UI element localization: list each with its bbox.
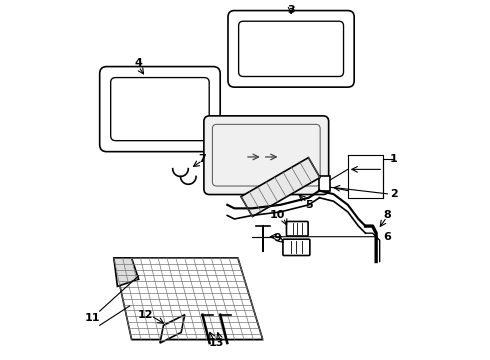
Text: 12: 12 [138, 310, 153, 320]
FancyBboxPatch shape [204, 116, 329, 194]
Polygon shape [160, 315, 185, 343]
Text: 5: 5 [305, 200, 313, 210]
Text: 9: 9 [273, 234, 281, 243]
Polygon shape [114, 258, 139, 286]
Text: 1: 1 [390, 154, 398, 164]
Text: 6: 6 [383, 232, 391, 242]
FancyBboxPatch shape [212, 124, 320, 186]
FancyBboxPatch shape [287, 221, 308, 236]
FancyBboxPatch shape [111, 77, 209, 141]
FancyBboxPatch shape [99, 67, 220, 152]
Text: 10: 10 [269, 211, 285, 220]
Text: 7: 7 [198, 154, 206, 164]
FancyBboxPatch shape [228, 10, 354, 87]
Text: 8: 8 [383, 211, 391, 220]
FancyBboxPatch shape [239, 21, 343, 77]
Text: 3: 3 [287, 5, 295, 15]
Bar [241, 158, 320, 217]
Text: 2: 2 [390, 189, 398, 199]
Polygon shape [114, 258, 263, 339]
Polygon shape [319, 176, 330, 191]
Text: 11: 11 [85, 313, 100, 323]
Text: 4: 4 [135, 58, 143, 68]
Text: 13: 13 [209, 338, 224, 348]
FancyBboxPatch shape [283, 239, 310, 256]
